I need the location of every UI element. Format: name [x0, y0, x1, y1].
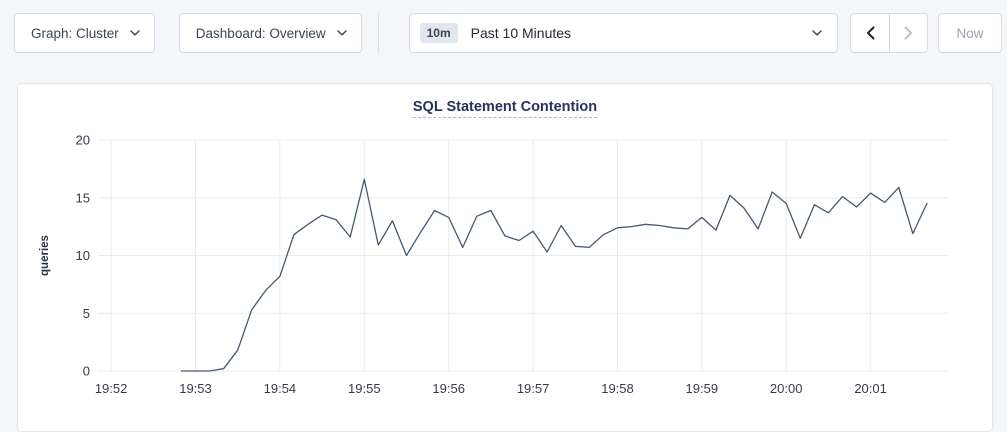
- time-range-badge: 10m: [419, 23, 458, 43]
- chart-card: SQL Statement Contention 0 5 10 15 20 19:52 19…: [17, 83, 993, 432]
- graph-dropdown[interactable]: Graph: Cluster: [14, 13, 155, 53]
- y-tick-label: 10: [76, 248, 90, 263]
- time-nav-group: [850, 13, 928, 53]
- next-time-button[interactable]: [889, 14, 927, 52]
- x-tick-label: 19:54: [264, 381, 297, 396]
- prev-time-button[interactable]: [851, 14, 889, 52]
- time-range-picker[interactable]: 10m Past 10 Minutes: [408, 13, 838, 53]
- y-tick-label: 15: [76, 190, 90, 205]
- chevron-left-icon: [866, 26, 875, 40]
- toolbar-divider: [377, 13, 379, 53]
- chevron-down-icon: [812, 30, 822, 36]
- chevron-down-icon: [130, 30, 140, 36]
- x-tick-label: 19:58: [601, 381, 634, 396]
- y-axis-title: queries: [39, 235, 51, 276]
- chevron-right-icon: [904, 26, 913, 40]
- dashboard-dropdown-label: Dashboard: Overview: [195, 25, 326, 41]
- x-tick-label: 20:01: [854, 381, 887, 396]
- y-tick-label: 20: [76, 133, 90, 148]
- chart-title[interactable]: SQL Statement Contention: [412, 99, 598, 118]
- graph-dropdown-label: Graph: Cluster: [31, 25, 119, 41]
- y-tick-label: 0: [83, 364, 90, 379]
- x-tick-label: 19:57: [517, 381, 550, 396]
- dashboard-dropdown[interactable]: Dashboard: Overview: [178, 13, 362, 53]
- now-button[interactable]: Now: [938, 13, 1002, 53]
- x-tick-label: 19:55: [348, 381, 381, 396]
- series-line: [180, 178, 928, 372]
- x-tick-label: 19:53: [179, 381, 212, 396]
- chevron-down-icon: [336, 30, 347, 36]
- x-tick-label: 19:59: [686, 381, 719, 396]
- x-tick-label: 19:52: [95, 381, 128, 396]
- x-tick-label: 20:00: [770, 381, 803, 396]
- toolbar: Graph: Cluster Dashboard: Overview 10m P…: [0, 0, 1007, 53]
- x-tick-label: 19:56: [432, 381, 465, 396]
- time-range-label: Past 10 Minutes: [470, 25, 572, 41]
- chart-title-row: SQL Statement Contention: [18, 84, 992, 118]
- y-tick-label: 5: [83, 306, 90, 321]
- contention-chart[interactable]: 0 5 10 15 20 19:52 19:53 19:54 19:55 19:56 19:57 19…: [18, 131, 1000, 431]
